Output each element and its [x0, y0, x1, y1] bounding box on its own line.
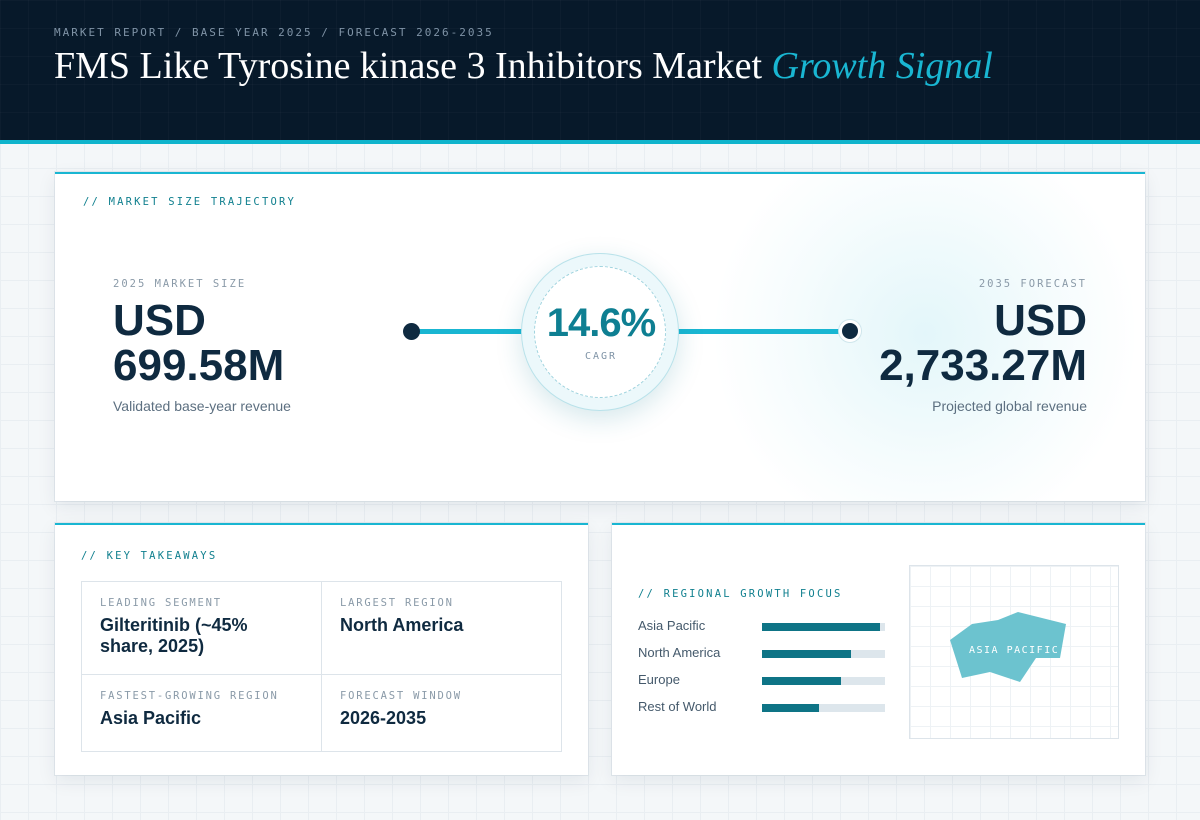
region-bar-fill	[762, 623, 881, 631]
takeaway-cell: LEADING SEGMENT Gilteritinib (~45% share…	[100, 597, 305, 657]
cagr-value: 14.6%	[546, 301, 656, 345]
trajectory-section-label: // MARKET SIZE TRAJECTORY	[83, 196, 297, 208]
report-header: MARKET REPORT / BASE YEAR 2025 / FORECAS…	[0, 0, 1200, 144]
region-map: ASIA PACIFIC	[909, 565, 1119, 739]
background-glow	[695, 174, 1145, 501]
forecast-note: Projected global revenue	[932, 398, 1087, 414]
regional-section-label: // REGIONAL GROWTH FOCUS	[638, 588, 843, 600]
region-bar-track	[762, 677, 885, 685]
region-row: Europe	[638, 672, 886, 690]
forecast-currency: USD	[994, 296, 1087, 345]
region-bar-track	[762, 650, 885, 658]
region-name: Asia Pacific	[638, 618, 706, 633]
forecast-amount: 2,733.27M	[879, 341, 1087, 390]
takeaway-value: 2026-2035	[340, 708, 427, 728]
takeaway-cell: LARGEST REGION North America	[340, 597, 545, 636]
page-title: FMS Like Tyrosine kinase 3 Inhibitors Ma…	[54, 44, 993, 88]
takeaway-cell: FORECAST WINDOW 2026-2035	[340, 690, 545, 729]
trajectory-line-right	[675, 329, 850, 334]
forecast-value: USD 2,733.27M	[879, 298, 1087, 388]
takeaway-cell: FASTEST-GROWING REGION Asia Pacific	[100, 690, 305, 729]
cagr-badge: 14.6% CAGR	[521, 253, 679, 411]
grid-divider-horizontal	[82, 674, 561, 675]
regional-growth-card: // REGIONAL GROWTH FOCUS Asia Pacific No…	[612, 523, 1145, 775]
map-region-label: ASIA PACIFIC	[969, 645, 1060, 656]
grid-divider-vertical	[321, 582, 322, 751]
region-name: Rest of World	[638, 699, 717, 714]
takeaway-value: North America	[340, 615, 464, 635]
forecast-label: 2035 FORECAST	[978, 278, 1087, 290]
takeaway-value: Gilteritinib (~45% share, 2025)	[100, 615, 248, 656]
takeaways-section-label: // KEY TAKEAWAYS	[81, 550, 218, 562]
market-size-trajectory-card: // MARKET SIZE TRAJECTORY 2025 MARKET SI…	[55, 172, 1145, 501]
cagr-label: CAGR	[584, 351, 618, 362]
end-point-dot	[839, 320, 861, 342]
region-bar-fill	[762, 704, 819, 712]
takeaway-value: Asia Pacific	[100, 708, 202, 728]
region-row: Asia Pacific	[638, 618, 886, 636]
breadcrumb: MARKET REPORT / BASE YEAR 2025 / FORECAS…	[54, 26, 494, 39]
start-point-dot	[403, 323, 420, 340]
region-name: Europe	[638, 672, 680, 687]
region-bar-track	[762, 704, 885, 712]
page-title-accent: Growth Signal	[771, 45, 993, 87]
page-title-main: FMS Like Tyrosine kinase 3 Inhibitors Ma…	[54, 45, 763, 87]
trajectory-line-left	[418, 329, 525, 334]
base-year-label: 2025 MARKET SIZE	[113, 278, 247, 290]
asia-pacific-map-shape	[950, 612, 1066, 682]
takeaway-label: LEADING SEGMENT	[100, 597, 222, 609]
key-takeaways-card: // KEY TAKEAWAYS LEADING SEGMENT Gilteri…	[55, 523, 588, 775]
takeaway-label: LARGEST REGION	[340, 597, 454, 609]
region-bar-fill	[762, 650, 851, 658]
base-year-note: Validated base-year revenue	[113, 398, 291, 414]
takeaway-label: FORECAST WINDOW	[340, 690, 462, 702]
base-year-currency: USD	[113, 296, 206, 345]
takeaways-grid: LEADING SEGMENT Gilteritinib (~45% share…	[81, 581, 562, 752]
region-bar-track	[762, 623, 885, 631]
cagr-badge-inner: 14.6% CAGR	[534, 266, 666, 398]
base-year-amount: 699.58M	[113, 341, 285, 390]
takeaway-label: FASTEST-GROWING REGION	[100, 690, 279, 702]
region-row: North America	[638, 645, 886, 663]
base-year-value: USD 699.58M	[113, 298, 284, 388]
region-row: Rest of World	[638, 699, 886, 717]
region-name: North America	[638, 645, 721, 660]
region-bar-fill	[762, 677, 841, 685]
